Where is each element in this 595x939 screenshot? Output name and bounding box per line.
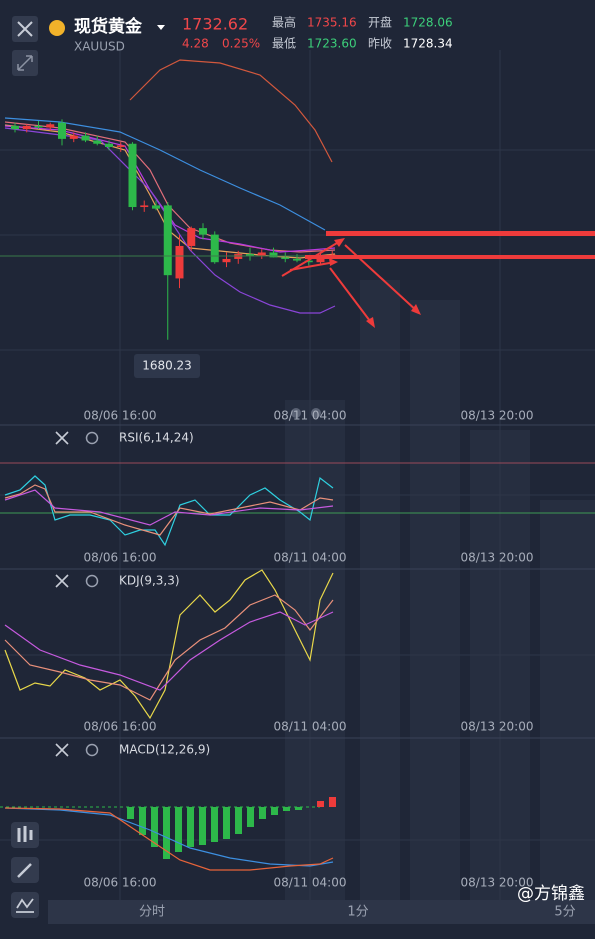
- candle-body: [46, 124, 55, 128]
- candle-body: [81, 135, 90, 141]
- candle-body: [69, 135, 78, 139]
- candle-body: [269, 252, 278, 258]
- gold-icon: [49, 20, 65, 36]
- x-axis-label: 08/13 20:00: [461, 720, 534, 734]
- candle-body: [116, 145, 125, 147]
- candle-body: [152, 205, 160, 209]
- indicator-tool-icon: [16, 898, 34, 913]
- candle-body: [163, 205, 172, 276]
- watermark: @方锦鑫: [517, 884, 585, 904]
- draw-tool-icon: [17, 863, 32, 878]
- candle-body: [246, 254, 254, 256]
- stat-label: 昨收: [368, 37, 392, 51]
- x-axis-label: 08/11 04:00: [274, 409, 347, 423]
- candle-body: [222, 258, 231, 263]
- candle-body: [34, 125, 43, 128]
- annotations: [281, 231, 595, 328]
- dropdown-arrow[interactable]: [157, 25, 165, 30]
- panel-separators: [0, 424, 595, 739]
- candle-body: [187, 228, 196, 246]
- period-tab[interactable]: 1分: [347, 905, 368, 920]
- change-percent: 0.25%: [222, 37, 260, 51]
- candle-body: [128, 143, 137, 208]
- indicator-name: RSI(6,14,24): [119, 431, 194, 445]
- close-icon: [17, 21, 33, 37]
- stat-value: 1728.06: [403, 16, 453, 30]
- x-axis-label: 08/13 20:00: [461, 551, 534, 565]
- candle-body: [11, 125, 19, 130]
- stat-label: 最高: [272, 15, 296, 30]
- candle-tool-icon: [17, 826, 33, 842]
- x-axis-label: 08/11 04:00: [274, 551, 347, 565]
- period-bar: [48, 900, 595, 924]
- x-axis-label: 08/06 16:00: [84, 720, 157, 734]
- stat-value: 1728.34: [403, 37, 453, 51]
- close-indicator[interactable]: [55, 431, 69, 445]
- candle-body: [58, 122, 66, 139]
- low-label-box: [134, 354, 200, 378]
- candle-body: [93, 140, 102, 144]
- rsi-lines: [4, 475, 334, 547]
- x-axis-label: 08/06 16:00: [84, 876, 157, 890]
- instrument-name[interactable]: 现货黄金: [74, 16, 143, 37]
- candle-body: [293, 258, 301, 261]
- x-axis-label: 08/06 16:00: [84, 551, 157, 565]
- stat-label: 最低: [272, 37, 296, 51]
- stat-value: 1735.16: [307, 16, 357, 30]
- candle-body: [175, 245, 184, 279]
- candle-body: [199, 228, 207, 235]
- change: 4.28: [182, 37, 209, 51]
- settings-indicator[interactable]: [85, 431, 99, 445]
- settings-indicator[interactable]: [85, 574, 99, 588]
- x-axis-label: 08/06 16:00: [84, 409, 157, 423]
- indicator-name: MACD(12,26,9): [119, 743, 210, 757]
- macd-histogram: [127, 797, 336, 859]
- stat-value: 1723.60: [307, 37, 357, 51]
- close-indicator[interactable]: [55, 574, 69, 588]
- candle-body: [281, 257, 290, 259]
- candle-body: [210, 234, 219, 263]
- candle-body: [105, 143, 113, 147]
- x-axis-label: 08/11 04:00: [274, 876, 347, 890]
- settings-indicator[interactable]: [85, 743, 99, 757]
- indicator-name: KDJ(9,3,3): [119, 574, 180, 588]
- candle-body: [22, 125, 31, 130]
- period-tab[interactable]: 5分: [554, 905, 575, 920]
- x-axis-label: 08/13 20:00: [461, 409, 534, 423]
- period-tab[interactable]: 分时: [139, 905, 165, 920]
- x-axis-label: 08/11 04:00: [274, 720, 347, 734]
- collapse-icon: [17, 55, 33, 71]
- candle-body: [304, 260, 313, 263]
- last-price: 1732.62: [182, 15, 248, 34]
- candle-body: [234, 254, 243, 259]
- scroll-dot: [291, 408, 301, 418]
- candle-body: [257, 252, 266, 256]
- candle-body: [140, 205, 149, 208]
- low-label: 1680.23: [142, 359, 192, 373]
- macd-lines: [4, 807, 334, 871]
- kdj-lines: [4, 569, 334, 720]
- scroll-dot: [311, 408, 321, 418]
- x-axis-label: 08/13 20:00: [461, 876, 534, 890]
- symbol: XAUUSD: [74, 40, 125, 54]
- main-indicators: [4, 59, 336, 314]
- stat-label: 开盘: [368, 15, 392, 30]
- close-indicator[interactable]: [55, 743, 69, 757]
